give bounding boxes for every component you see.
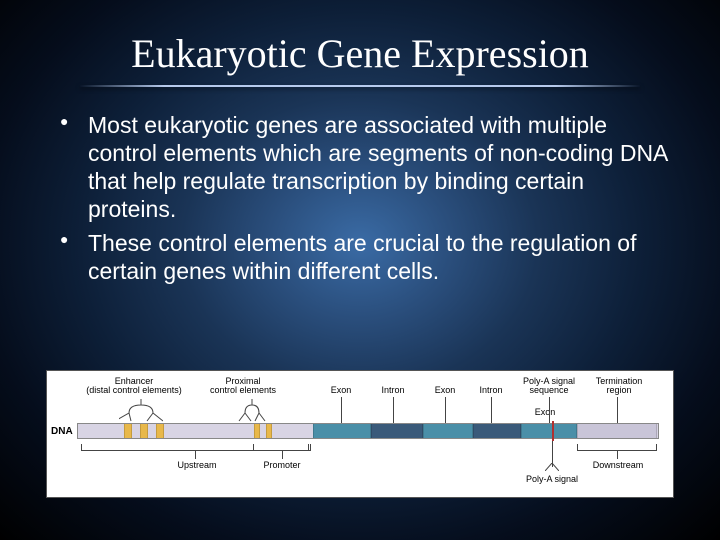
proximal-label: Proximalcontrol elements [203, 377, 283, 396]
dna-bar [77, 423, 659, 439]
enhancer-segment [156, 424, 164, 438]
arrow-up-icon [545, 463, 559, 471]
exon-label-2: Exon [425, 386, 465, 395]
gene-diagram: DNA Enhancer(distal control elements) Pr… [46, 370, 674, 498]
bullet-list: Most eukaryotic genes are associated wit… [40, 111, 680, 285]
exon-segment [423, 424, 473, 438]
title-underline [80, 85, 640, 87]
intron-segment [371, 424, 423, 438]
enhancer-segment [140, 424, 148, 438]
downstream-label: Downstream [587, 461, 649, 470]
dna-label: DNA [51, 426, 73, 437]
exon-label-3: Exon [525, 408, 565, 417]
enhancer-brace-icon [119, 399, 163, 423]
termination-connector [617, 397, 618, 423]
polya-tick [552, 421, 554, 441]
exon-segment [313, 424, 371, 438]
exon-label-1: Exon [321, 386, 361, 395]
upstream-stem [195, 451, 196, 459]
polya-signal-label: Poly-A signal [513, 475, 591, 484]
exon2-connector [445, 397, 446, 423]
proximal-segment [266, 424, 272, 438]
slide: Eukaryotic Gene Expression Most eukaryot… [0, 0, 720, 540]
promoter-stem [282, 451, 283, 459]
downstream-stem [617, 451, 618, 459]
enhancer-label: Enhancer(distal control elements) [79, 377, 189, 396]
proximal-segment [254, 424, 260, 438]
polya-seq-label: Poly-A signalsequence [517, 377, 581, 396]
bullet-item: These control elements are crucial to th… [60, 229, 670, 285]
promoter-label: Promoter [255, 461, 309, 470]
intron-segment [473, 424, 521, 438]
bullet-item: Most eukaryotic genes are associated wit… [60, 111, 670, 223]
intron-label-2: Intron [471, 386, 511, 395]
intron2-connector [491, 397, 492, 423]
polya-connector [549, 397, 550, 423]
proximal-brace-icon [237, 399, 267, 423]
termination-segment [577, 424, 657, 438]
exon-segment [521, 424, 577, 438]
slide-title: Eukaryotic Gene Expression [40, 30, 680, 77]
enhancer-segment [124, 424, 132, 438]
termination-label: Terminationregion [587, 377, 651, 396]
upstream-label: Upstream [167, 461, 227, 470]
intron-label-1: Intron [373, 386, 413, 395]
intron1-connector [393, 397, 394, 423]
exon1-connector [341, 397, 342, 423]
